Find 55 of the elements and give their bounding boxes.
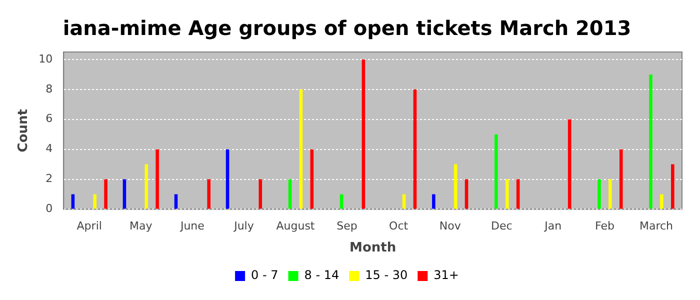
bar <box>207 179 210 209</box>
bar <box>619 149 623 209</box>
bar <box>258 179 262 209</box>
x-tick-label: August <box>276 220 316 233</box>
y-tick-label: 4 <box>46 142 53 156</box>
bar <box>464 179 468 209</box>
y-tick-label: 8 <box>46 82 53 96</box>
bar <box>156 149 159 209</box>
bar <box>649 74 652 209</box>
y-tick-label: 6 <box>46 112 53 126</box>
legend-label: 0 - 7 <box>251 268 278 282</box>
bar <box>104 179 108 209</box>
x-tick-label: July <box>233 220 254 233</box>
bar <box>362 59 366 209</box>
y-tick-label: 10 <box>38 52 53 66</box>
bar <box>93 194 96 209</box>
bar <box>598 179 601 209</box>
bar <box>174 194 178 209</box>
bar <box>454 164 458 209</box>
x-tick-label: Jan <box>544 220 562 233</box>
bar <box>288 179 292 209</box>
x-tick-label: Sep <box>336 220 358 233</box>
x-tick-label: Feb <box>594 220 614 233</box>
legend-label: 8 - 14 <box>304 268 340 282</box>
bar <box>144 164 148 209</box>
bar <box>413 89 417 209</box>
bar <box>340 194 344 209</box>
bar <box>71 194 75 209</box>
x-tick-label: April <box>76 220 102 233</box>
bar <box>299 89 303 209</box>
bar <box>432 194 436 209</box>
bar <box>122 179 126 209</box>
bar <box>608 179 612 209</box>
bar <box>402 194 406 209</box>
x-tick-label: Nov <box>439 220 462 233</box>
bar <box>671 164 674 209</box>
x-tick-label: June <box>179 220 205 233</box>
bar <box>310 149 314 209</box>
bar <box>226 149 230 209</box>
y-tick-label: 2 <box>46 172 53 186</box>
x-tick-label: Dec <box>490 220 512 233</box>
x-tick-label: March <box>639 220 674 233</box>
x-tick-label: May <box>130 220 153 233</box>
y-tick-label: 0 <box>46 202 53 216</box>
bar <box>660 194 664 209</box>
x-tick-label: Oct <box>389 220 409 233</box>
legend-label: 15 - 30 <box>365 268 408 282</box>
x-axis-title: Month <box>350 240 396 256</box>
chart-title: iana-mime Age groups of open tickets March 2013 <box>62 16 632 40</box>
bar <box>505 179 509 209</box>
bar <box>568 119 572 209</box>
legend-label: 31+ <box>434 268 459 282</box>
y-axis-title: Count <box>16 109 32 152</box>
bar <box>494 134 498 209</box>
bar <box>516 179 520 209</box>
